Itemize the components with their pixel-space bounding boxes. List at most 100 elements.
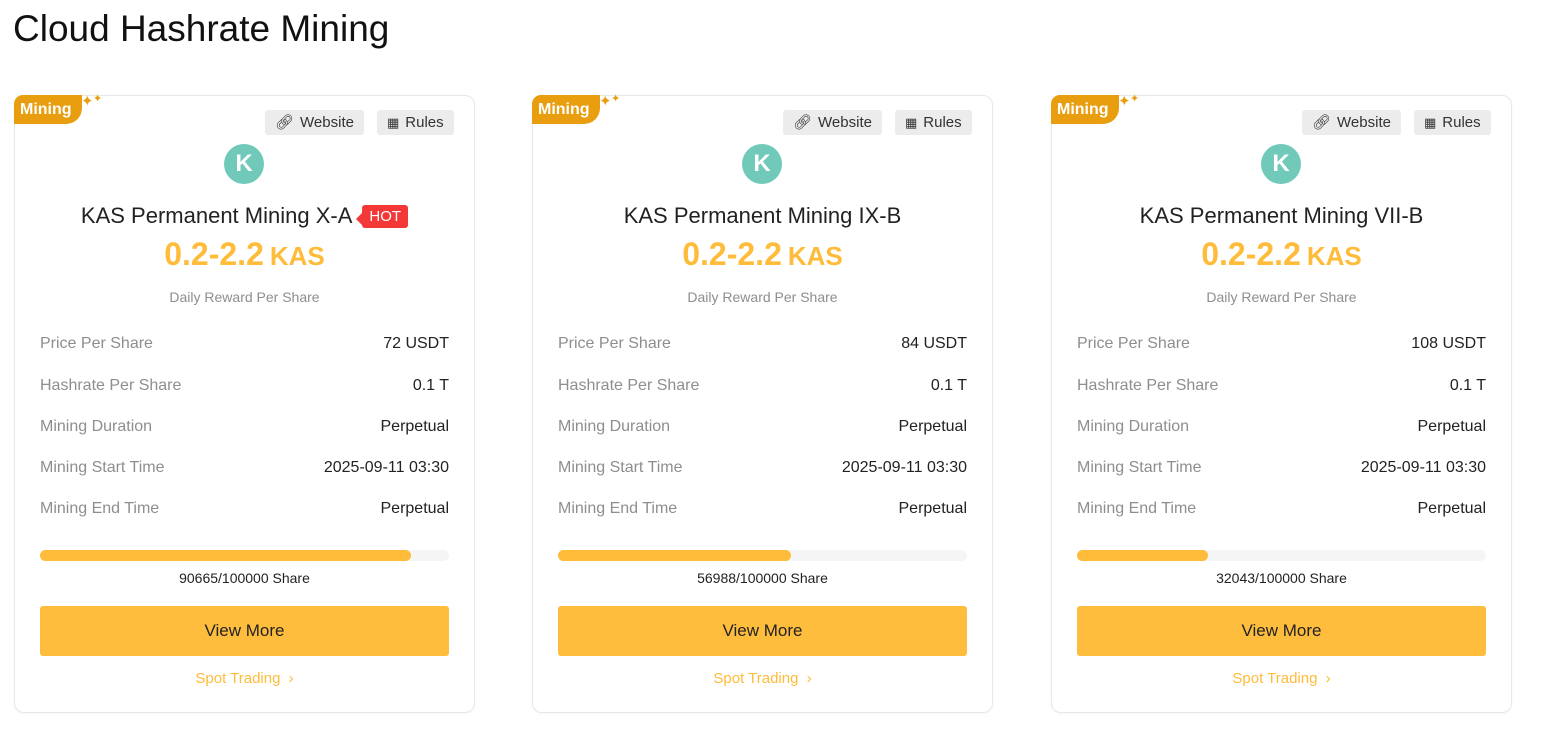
info-row: Mining Start Time 2025-09-11 03:30 [40, 459, 449, 479]
info-value: 0.1 T [1449, 377, 1486, 394]
view-more-button[interactable]: View More [40, 606, 449, 656]
view-more-button[interactable]: View More [558, 606, 967, 656]
info-row: Price Per Share 72 USDT [40, 335, 449, 355]
website-label: Website [818, 114, 872, 131]
daily-reward: 0.2-2.2 KAS [533, 236, 992, 273]
info-label: Mining Start Time [558, 459, 683, 476]
info-value: 0.1 T [930, 377, 967, 394]
progress-bar [40, 550, 449, 561]
sparkle-icon: ✦ [93, 93, 103, 105]
spot-trading-link[interactable]: Spot Trading › [533, 670, 992, 687]
info-row: Mining Duration Perpetual [558, 418, 967, 438]
website-label: Website [1337, 114, 1391, 131]
page-title: Cloud Hashrate Mining [13, 8, 390, 49]
spot-trading-label: Spot Trading [195, 670, 281, 687]
info-label: Mining End Time [1077, 500, 1197, 517]
mining-badge: Mining [1051, 95, 1119, 124]
share-progress-text: 32043/100000 Share [1216, 570, 1347, 586]
info-label: Mining Duration [40, 418, 153, 435]
website-button[interactable]: 🔗︎ Website [1302, 110, 1401, 135]
info-label: Hashrate Per Share [1077, 377, 1219, 394]
info-row: Mining Duration Perpetual [1077, 418, 1486, 438]
info-value: Perpetual [380, 418, 450, 435]
product-name: KAS Permanent Mining IX-B [623, 203, 902, 228]
info-value: Perpetual [1417, 418, 1487, 435]
info-label: Mining End Time [40, 500, 160, 517]
progress-bar [1077, 550, 1486, 561]
reward-range: 0.2-2.2 [682, 236, 782, 272]
product-name: KAS Permanent Mining VII-B [1139, 203, 1424, 228]
info-value: Perpetual [898, 418, 968, 435]
spot-trading-label: Spot Trading [1232, 670, 1318, 687]
website-button[interactable]: 🔗︎ Website [265, 110, 364, 135]
share-progress-text: 90665/100000 Share [179, 570, 310, 586]
info-row: Price Per Share 108 USDT [1077, 335, 1486, 355]
reward-label: Daily Reward Per Share [687, 289, 838, 305]
info-value: 108 USDT [1411, 335, 1486, 352]
info-label: Price Per Share [40, 335, 153, 352]
info-value: Perpetual [1417, 500, 1487, 517]
info-label: Mining Start Time [40, 459, 165, 476]
grid-icon: ▦ [387, 115, 400, 130]
mining-product-card: Mining ✦ ✦ 🔗︎ Website ▦ Rules K KAS Permane… [532, 93, 993, 713]
reward-label: Daily Reward Per Share [169, 289, 320, 305]
info-row: Hashrate Per Share 0.1 T [1077, 377, 1486, 397]
info-value: Perpetual [898, 500, 968, 517]
info-row: Mining End Time Perpetual [40, 500, 449, 520]
sparkle-icon: ✦ [81, 93, 94, 110]
info-row: Mining End Time Perpetual [558, 500, 967, 520]
rules-button[interactable]: ▦ Rules [1414, 110, 1491, 135]
kaspa-logo-icon: K [1261, 144, 1301, 184]
view-more-button[interactable]: View More [1077, 606, 1486, 656]
rules-label: Rules [923, 114, 962, 131]
website-label: Website [300, 114, 354, 131]
info-value: 2025-09-11 03:30 [323, 459, 449, 476]
daily-reward: 0.2-2.2 KAS [1052, 236, 1511, 273]
sparkle-icon: ✦ [611, 93, 621, 105]
info-label: Price Per Share [1077, 335, 1190, 352]
info-label: Price Per Share [558, 335, 671, 352]
progress-fill [1077, 550, 1209, 561]
kaspa-logo-icon: K [742, 144, 782, 184]
info-row: Price Per Share 84 USDT [558, 335, 967, 355]
info-value: Perpetual [380, 500, 450, 517]
sparkle-icon: ✦ [599, 93, 612, 110]
website-button[interactable]: 🔗︎ Website [783, 110, 882, 135]
progress-fill [558, 550, 792, 561]
spot-trading-link[interactable]: Spot Trading › [1052, 670, 1511, 687]
info-label: Mining Duration [1077, 418, 1190, 435]
daily-reward: 0.2-2.2 KAS [15, 236, 474, 273]
reward-unit: KAS [269, 241, 325, 271]
progress-bar [558, 550, 967, 561]
info-row: Mining End Time Perpetual [1077, 500, 1486, 520]
chevron-right-icon: › [1325, 670, 1331, 687]
reward-range: 0.2-2.2 [164, 236, 264, 272]
hot-tag: HOT [356, 204, 409, 228]
spot-trading-label: Spot Trading [713, 670, 799, 687]
chevron-right-icon: › [806, 670, 812, 687]
info-row: Mining Start Time 2025-09-11 03:30 [1077, 459, 1486, 479]
sparkle-icon: ✦ [1118, 93, 1131, 110]
reward-unit: KAS [1306, 241, 1362, 271]
info-value: 84 USDT [901, 335, 967, 352]
rules-label: Rules [1442, 114, 1481, 131]
grid-icon: ▦ [905, 115, 918, 130]
rules-button[interactable]: ▦ Rules [377, 110, 454, 135]
info-value: 2025-09-11 03:30 [1360, 459, 1486, 476]
link-icon: 🔗︎ [1312, 114, 1332, 131]
spot-trading-link[interactable]: Spot Trading › [15, 670, 474, 687]
rules-button[interactable]: ▦ Rules [895, 110, 972, 135]
chevron-right-icon: › [288, 670, 294, 687]
info-value: 72 USDT [383, 335, 449, 352]
link-icon: 🔗︎ [275, 114, 295, 131]
share-progress-text: 56988/100000 Share [697, 570, 828, 586]
grid-icon: ▦ [1424, 115, 1437, 130]
info-label: Mining End Time [558, 500, 678, 517]
mining-badge: Mining [14, 95, 82, 124]
info-row: Hashrate Per Share 0.1 T [558, 377, 967, 397]
info-value: 2025-09-11 03:30 [841, 459, 967, 476]
info-label: Mining Start Time [1077, 459, 1202, 476]
progress-fill [40, 550, 411, 561]
reward-range: 0.2-2.2 [1201, 236, 1301, 272]
info-value: 0.1 T [412, 377, 449, 394]
